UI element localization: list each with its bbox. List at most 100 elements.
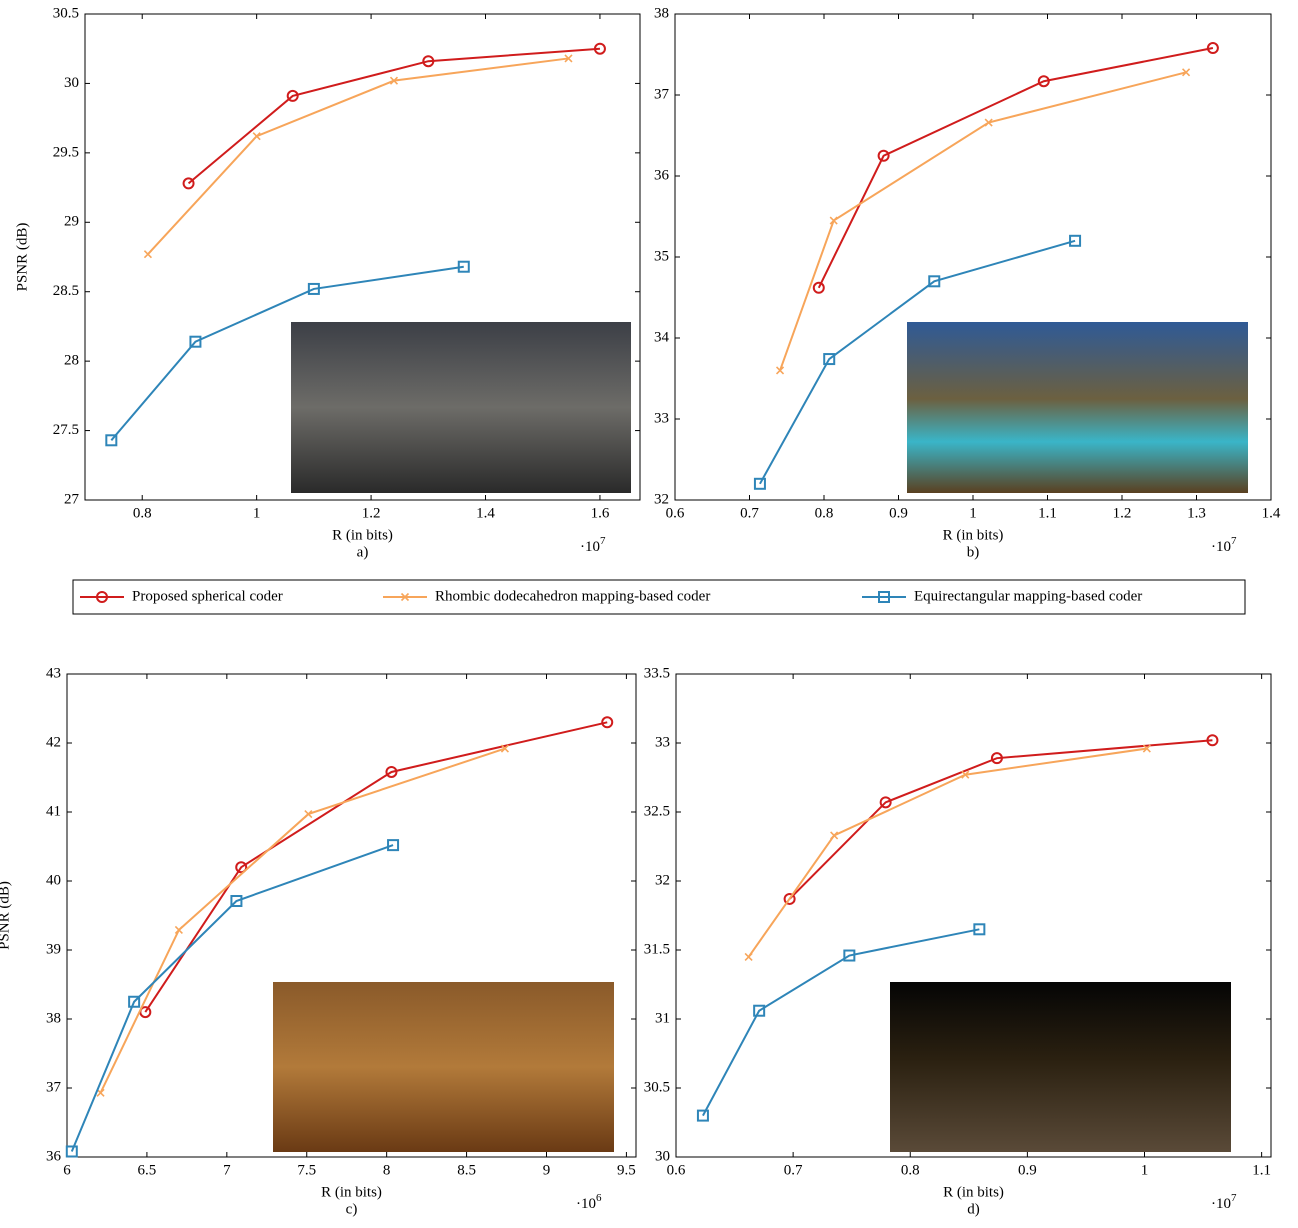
x-multiplier-base: ·10	[1211, 1196, 1231, 1212]
x-tick-label: 1.2	[1113, 505, 1132, 521]
marker	[252, 132, 261, 141]
x-tick-label: 8	[383, 1162, 391, 1178]
series-line	[144, 721, 608, 1013]
panorama-image	[907, 322, 1248, 493]
panorama-image	[890, 982, 1231, 1152]
marker	[235, 861, 248, 874]
marker	[230, 895, 243, 908]
series-line	[147, 57, 569, 255]
marker	[753, 1004, 766, 1017]
x-tick-label: 0.8	[815, 505, 834, 521]
panel-label: a)	[357, 544, 369, 560]
legend-label: Proposed spherical coder	[132, 588, 283, 604]
x-tick-label: 1.6	[591, 505, 610, 521]
marker	[143, 250, 153, 259]
y-tick-label: 41	[46, 803, 61, 819]
y-tick-label: 37	[46, 1079, 62, 1095]
x-tick-label: 9.5	[617, 1162, 636, 1178]
y-tick-label: 32.5	[644, 803, 670, 819]
y-tick-label: 34	[654, 329, 670, 345]
series-line	[70, 844, 394, 1152]
y-tick-label: 39	[46, 941, 61, 957]
series-line	[702, 928, 980, 1117]
marker	[1182, 68, 1191, 77]
panorama-image	[273, 982, 614, 1152]
marker	[877, 149, 890, 162]
marker	[422, 55, 435, 68]
marker	[1206, 42, 1219, 55]
y-tick-label: 27.5	[53, 422, 79, 438]
marker	[174, 925, 183, 935]
panorama-image	[291, 322, 631, 493]
y-tick-label: 43	[46, 665, 61, 681]
marker	[1069, 234, 1082, 247]
y-tick-label: 32	[655, 872, 670, 888]
x-axis-label: R (in bits)	[321, 1184, 382, 1200]
x-multiplier: ·107	[1211, 535, 1237, 556]
marker	[830, 831, 839, 840]
marker	[387, 839, 400, 852]
legend-label: Equirectangular mapping-based coder	[914, 588, 1142, 604]
marker	[783, 892, 796, 905]
y-tick-label: 36	[46, 1148, 62, 1164]
marker	[593, 42, 606, 55]
marker	[96, 591, 108, 603]
marker	[1142, 744, 1151, 753]
marker	[564, 54, 573, 63]
marker	[990, 752, 1003, 765]
x-axis-label: R (in bits)	[332, 527, 393, 543]
x-tick-label: 1.1	[1252, 1162, 1271, 1178]
x-tick-label: 0.8	[133, 505, 152, 521]
plot-frame	[675, 673, 1272, 1158]
x-multiplier-base: ·10	[1211, 539, 1231, 555]
marker	[500, 744, 510, 753]
marker	[973, 923, 986, 936]
x-multiplier-base: ·10	[580, 539, 600, 555]
marker	[601, 716, 614, 729]
x-tick-label: 7.5	[297, 1162, 316, 1178]
y-tick-label: 27	[64, 491, 80, 507]
x-tick-label: 7	[223, 1162, 231, 1178]
x-tick-label: 0.9	[889, 505, 908, 521]
plot-frame	[84, 13, 641, 501]
marker	[878, 591, 890, 603]
y-tick-label: 37	[654, 86, 670, 102]
x-tick-label: 8.5	[457, 1162, 476, 1178]
y-axis-label: PSNR (dB)	[14, 223, 30, 292]
x-multiplier: ·107	[580, 535, 606, 556]
y-tick-label: 31.5	[644, 941, 670, 957]
x-multiplier: ·106	[576, 1192, 602, 1213]
y-tick-label: 33.5	[644, 665, 670, 681]
panel-label: d)	[967, 1201, 980, 1217]
x-tick-label: 1.1	[1038, 505, 1057, 521]
plot-frame	[66, 673, 637, 1158]
x-multiplier-exponent: 7	[1231, 1192, 1237, 1204]
marker	[286, 89, 299, 102]
y-tick-label: 30	[655, 1148, 670, 1164]
y-tick-label: 30.5	[53, 5, 79, 21]
x-tick-label: 0.6	[666, 505, 685, 521]
y-tick-label: 30.5	[644, 1079, 670, 1095]
y-tick-label: 31	[655, 1010, 670, 1026]
marker	[843, 949, 856, 962]
x-tick-label: 1.4	[476, 505, 495, 521]
x-tick-label: 1	[969, 505, 977, 521]
y-tick-label: 33	[655, 734, 670, 750]
x-tick-label: 1.4	[1262, 505, 1281, 521]
marker	[829, 216, 838, 225]
y-tick-label: 28	[64, 353, 79, 369]
y-tick-label: 38	[46, 1010, 61, 1026]
series-line	[817, 47, 1214, 289]
marker	[823, 353, 836, 366]
marker	[1206, 734, 1219, 747]
y-tick-label: 38	[654, 5, 669, 21]
y-tick-label: 36	[654, 167, 670, 183]
marker	[812, 281, 825, 294]
series-line	[747, 747, 1147, 958]
marker	[128, 995, 141, 1008]
marker	[400, 592, 410, 602]
marker	[744, 952, 753, 961]
marker	[304, 810, 313, 819]
x-axis-label: R (in bits)	[943, 1184, 1004, 1200]
